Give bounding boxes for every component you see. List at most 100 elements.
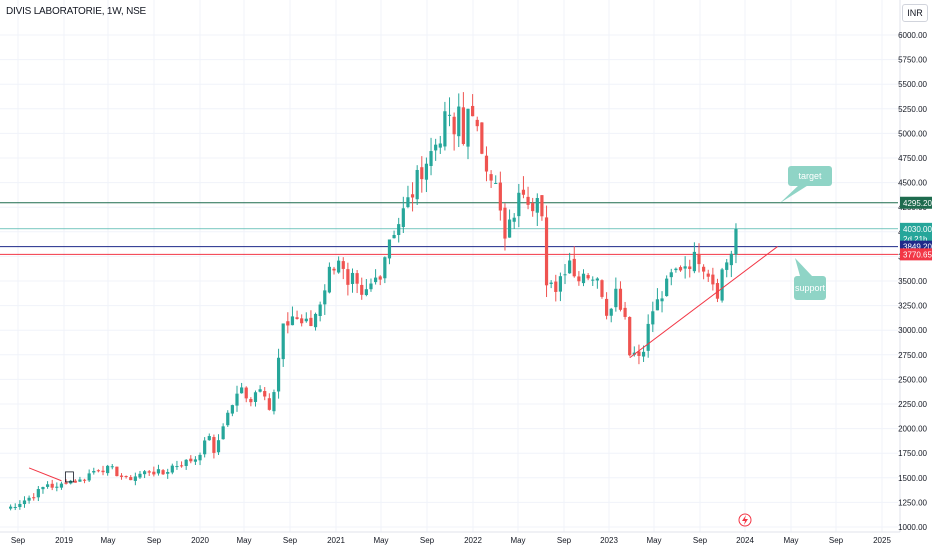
candle-down — [64, 482, 68, 484]
candle-down — [577, 276, 581, 282]
candle-down — [410, 194, 415, 198]
candle-up — [170, 465, 174, 473]
price-label-bg — [900, 248, 932, 261]
candle-down — [471, 105, 475, 117]
candle-up — [512, 217, 516, 222]
candle-down — [498, 182, 502, 211]
candle-up — [720, 269, 724, 301]
candle-up — [729, 253, 733, 266]
candle-up — [193, 459, 198, 462]
candle-down — [452, 116, 456, 135]
candle-up — [392, 234, 396, 239]
price-countdown-label: 2d 21h — [903, 235, 927, 244]
support-annotation[interactable]: support — [794, 276, 826, 300]
candle-down — [600, 280, 604, 297]
candle-up — [41, 487, 45, 490]
price-label-bg — [900, 222, 932, 245]
y-tick-label: 5250.00 — [898, 105, 927, 114]
candle-down — [212, 437, 216, 453]
chart-title: DIVIS LABORATORIE, 1W, NSE — [6, 6, 147, 17]
x-tick-label: May — [236, 536, 251, 545]
candle-up — [143, 471, 147, 475]
candle-up — [669, 272, 673, 278]
x-tick-label: Sep — [147, 536, 162, 545]
candle-down — [267, 398, 271, 410]
candle-down — [628, 317, 632, 356]
candle-down — [623, 307, 627, 317]
candle-down — [309, 317, 313, 327]
candle-up — [323, 290, 327, 305]
candle-up — [558, 276, 562, 292]
y-tick-label: 1000.00 — [898, 523, 927, 532]
candle-up — [327, 266, 331, 293]
candle-down — [544, 217, 549, 286]
candle-up — [27, 497, 31, 501]
candle-up — [175, 466, 179, 468]
candle-down — [129, 477, 133, 481]
candle-up — [581, 273, 586, 284]
candle-up — [221, 426, 225, 440]
y-tick-label: 4500.00 — [898, 179, 927, 188]
candle-up — [203, 440, 207, 455]
candle-up — [415, 169, 419, 200]
currency-selector[interactable]: INR — [902, 4, 928, 22]
candle-down — [489, 174, 493, 181]
candle-down — [179, 465, 184, 467]
candle-down — [82, 479, 87, 481]
candle-down — [355, 273, 359, 284]
candle-up — [92, 471, 96, 473]
candle-up — [641, 351, 646, 357]
candle-up — [447, 114, 452, 116]
target-annotation[interactable]: target 4295 — [788, 166, 832, 201]
candle-up — [364, 289, 368, 296]
candle-up — [59, 483, 64, 488]
candle-up — [466, 108, 470, 147]
candle-up — [665, 278, 669, 297]
y-tick-label: 1500.00 — [898, 474, 927, 483]
candle-up — [383, 257, 387, 279]
candle-down — [378, 276, 382, 280]
candle-down — [73, 480, 77, 483]
candle-down — [286, 321, 290, 326]
candle-up — [290, 316, 295, 326]
y-tick-label: 5000.00 — [898, 129, 927, 138]
x-tick-label: 2024 — [736, 536, 754, 545]
candle-up — [156, 469, 161, 474]
candle-down — [346, 269, 350, 285]
lightning-bolt-shape — [742, 515, 748, 525]
candle-up — [36, 489, 40, 498]
candle-up — [350, 272, 355, 284]
y-tick-label: 5500.00 — [898, 80, 927, 89]
candle-up — [78, 479, 82, 482]
candle-down — [119, 475, 124, 477]
x-tick-label: Sep — [11, 536, 26, 545]
candle-up — [434, 144, 438, 151]
candle-up — [660, 298, 664, 302]
y-tick-label: 2250.00 — [898, 400, 927, 409]
candle-down — [521, 189, 526, 195]
x-tick-label: Sep — [420, 536, 435, 545]
candle-down — [715, 283, 720, 299]
candle-up — [609, 308, 613, 316]
candle-up — [369, 283, 373, 290]
candle-down — [420, 167, 424, 180]
candle-down — [480, 122, 484, 154]
trendline-early — [28, 467, 62, 482]
candle-up — [424, 163, 429, 180]
support-callout-pointer — [795, 258, 812, 276]
candle-down — [115, 466, 119, 477]
candle-down — [249, 399, 253, 403]
candle-up — [429, 151, 433, 167]
candle-up — [443, 111, 447, 147]
candle-up — [166, 472, 170, 474]
target-callout-pointer — [780, 184, 810, 203]
candle-up — [55, 486, 59, 488]
x-tick-label: Sep — [557, 536, 572, 545]
candle-down — [572, 258, 576, 277]
x-tick-label: Sep — [693, 536, 708, 545]
candle-up — [614, 288, 618, 308]
candle-up — [207, 436, 211, 441]
candle-down — [50, 483, 54, 488]
marker-box — [65, 471, 74, 483]
